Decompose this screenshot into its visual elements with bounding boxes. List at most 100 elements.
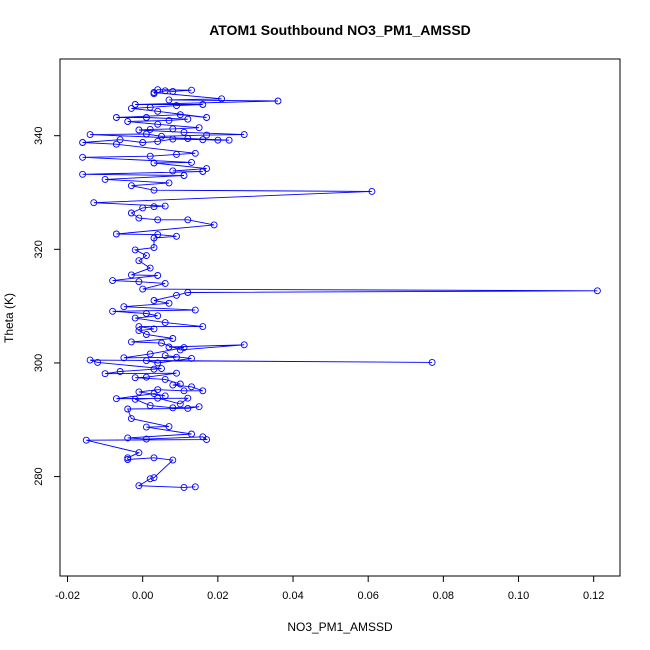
data-point <box>142 252 150 260</box>
data-point <box>214 136 222 144</box>
data-point <box>146 152 154 160</box>
data-point <box>161 375 169 383</box>
data-point <box>116 136 124 144</box>
data-point <box>199 387 207 395</box>
data-point <box>191 149 199 157</box>
data-point <box>184 216 192 224</box>
data-point <box>82 436 90 444</box>
data-point <box>191 306 199 314</box>
data-point <box>203 131 211 139</box>
data-point <box>109 307 117 315</box>
data-point <box>150 297 158 304</box>
data-point <box>173 353 180 361</box>
data-point <box>139 139 147 146</box>
data-point <box>154 120 162 128</box>
data-point <box>90 199 98 207</box>
data-point <box>150 390 158 398</box>
data-point <box>120 303 128 311</box>
data-point <box>154 359 162 367</box>
x-axis-label: NO3_PM1_AMSSD <box>287 620 393 634</box>
series-line <box>82 89 598 488</box>
y-tick-label: 320 <box>33 240 45 258</box>
data-point <box>150 474 158 482</box>
x-tick-label: -0.02 <box>55 590 80 602</box>
data-point <box>191 483 199 491</box>
data-point <box>127 271 135 279</box>
data-point <box>199 136 207 144</box>
data-point <box>158 132 165 140</box>
data-point <box>188 158 195 166</box>
data-point <box>135 257 143 265</box>
data-point <box>150 159 158 167</box>
data-point <box>199 433 207 441</box>
data-point <box>154 312 162 320</box>
data-point <box>173 102 180 110</box>
data-point <box>127 104 135 112</box>
data-point <box>158 339 165 347</box>
data-point <box>142 435 150 443</box>
data-point <box>274 97 282 105</box>
data-point <box>240 341 248 349</box>
data-point <box>184 115 192 123</box>
data-point <box>165 343 173 351</box>
data-point <box>135 323 143 331</box>
data-point <box>173 291 180 299</box>
data-point <box>180 128 188 136</box>
data-point <box>150 203 158 211</box>
data-point <box>195 124 203 132</box>
data-point <box>184 289 192 296</box>
data-point <box>127 182 135 190</box>
data-point <box>131 314 139 322</box>
data-point <box>101 370 109 378</box>
data-point <box>240 131 248 139</box>
data-point <box>142 310 150 317</box>
y-axis-label: Theta (K) <box>2 293 16 343</box>
data-point <box>154 394 162 402</box>
data-point <box>124 118 132 125</box>
data-point <box>127 209 135 217</box>
data-point <box>593 287 601 295</box>
data-point <box>188 86 195 94</box>
data-point <box>124 405 132 413</box>
y-tick-label: 300 <box>33 354 45 372</box>
data-point <box>158 365 165 373</box>
data-point <box>169 404 177 412</box>
data-point <box>368 187 376 195</box>
data-point <box>142 114 150 121</box>
data-point <box>150 186 158 194</box>
data-point <box>154 272 162 279</box>
data-point <box>161 319 169 327</box>
data-point <box>218 95 226 103</box>
data-point <box>120 354 128 362</box>
data-point <box>225 136 233 144</box>
data-point <box>154 107 162 115</box>
data-point <box>150 325 158 333</box>
data-point <box>135 214 143 222</box>
data-point <box>161 279 169 287</box>
y-tick-label: 280 <box>33 467 45 485</box>
x-axis: -0.02 0.00 0.02 0.04 0.06 0.08 0.10 0.12 <box>55 575 604 602</box>
data-point <box>142 331 150 338</box>
data-point <box>154 386 162 394</box>
data-point <box>131 101 139 108</box>
data-point <box>139 204 147 212</box>
data-point <box>94 358 102 366</box>
data-point <box>180 172 188 179</box>
data-point <box>150 244 158 252</box>
data-point <box>169 456 177 464</box>
data-point <box>203 114 211 121</box>
data-point <box>146 125 154 133</box>
data-point <box>146 475 154 483</box>
data-point <box>127 338 135 346</box>
data-point <box>135 482 143 490</box>
data-point <box>135 278 143 286</box>
data-point <box>169 381 177 389</box>
data-point <box>112 395 120 403</box>
data-point <box>184 135 192 142</box>
data-point <box>199 323 207 331</box>
x-tick-label: 0.06 <box>357 590 378 602</box>
data-point <box>146 103 154 111</box>
data-point <box>79 153 87 161</box>
data-point <box>169 335 177 342</box>
